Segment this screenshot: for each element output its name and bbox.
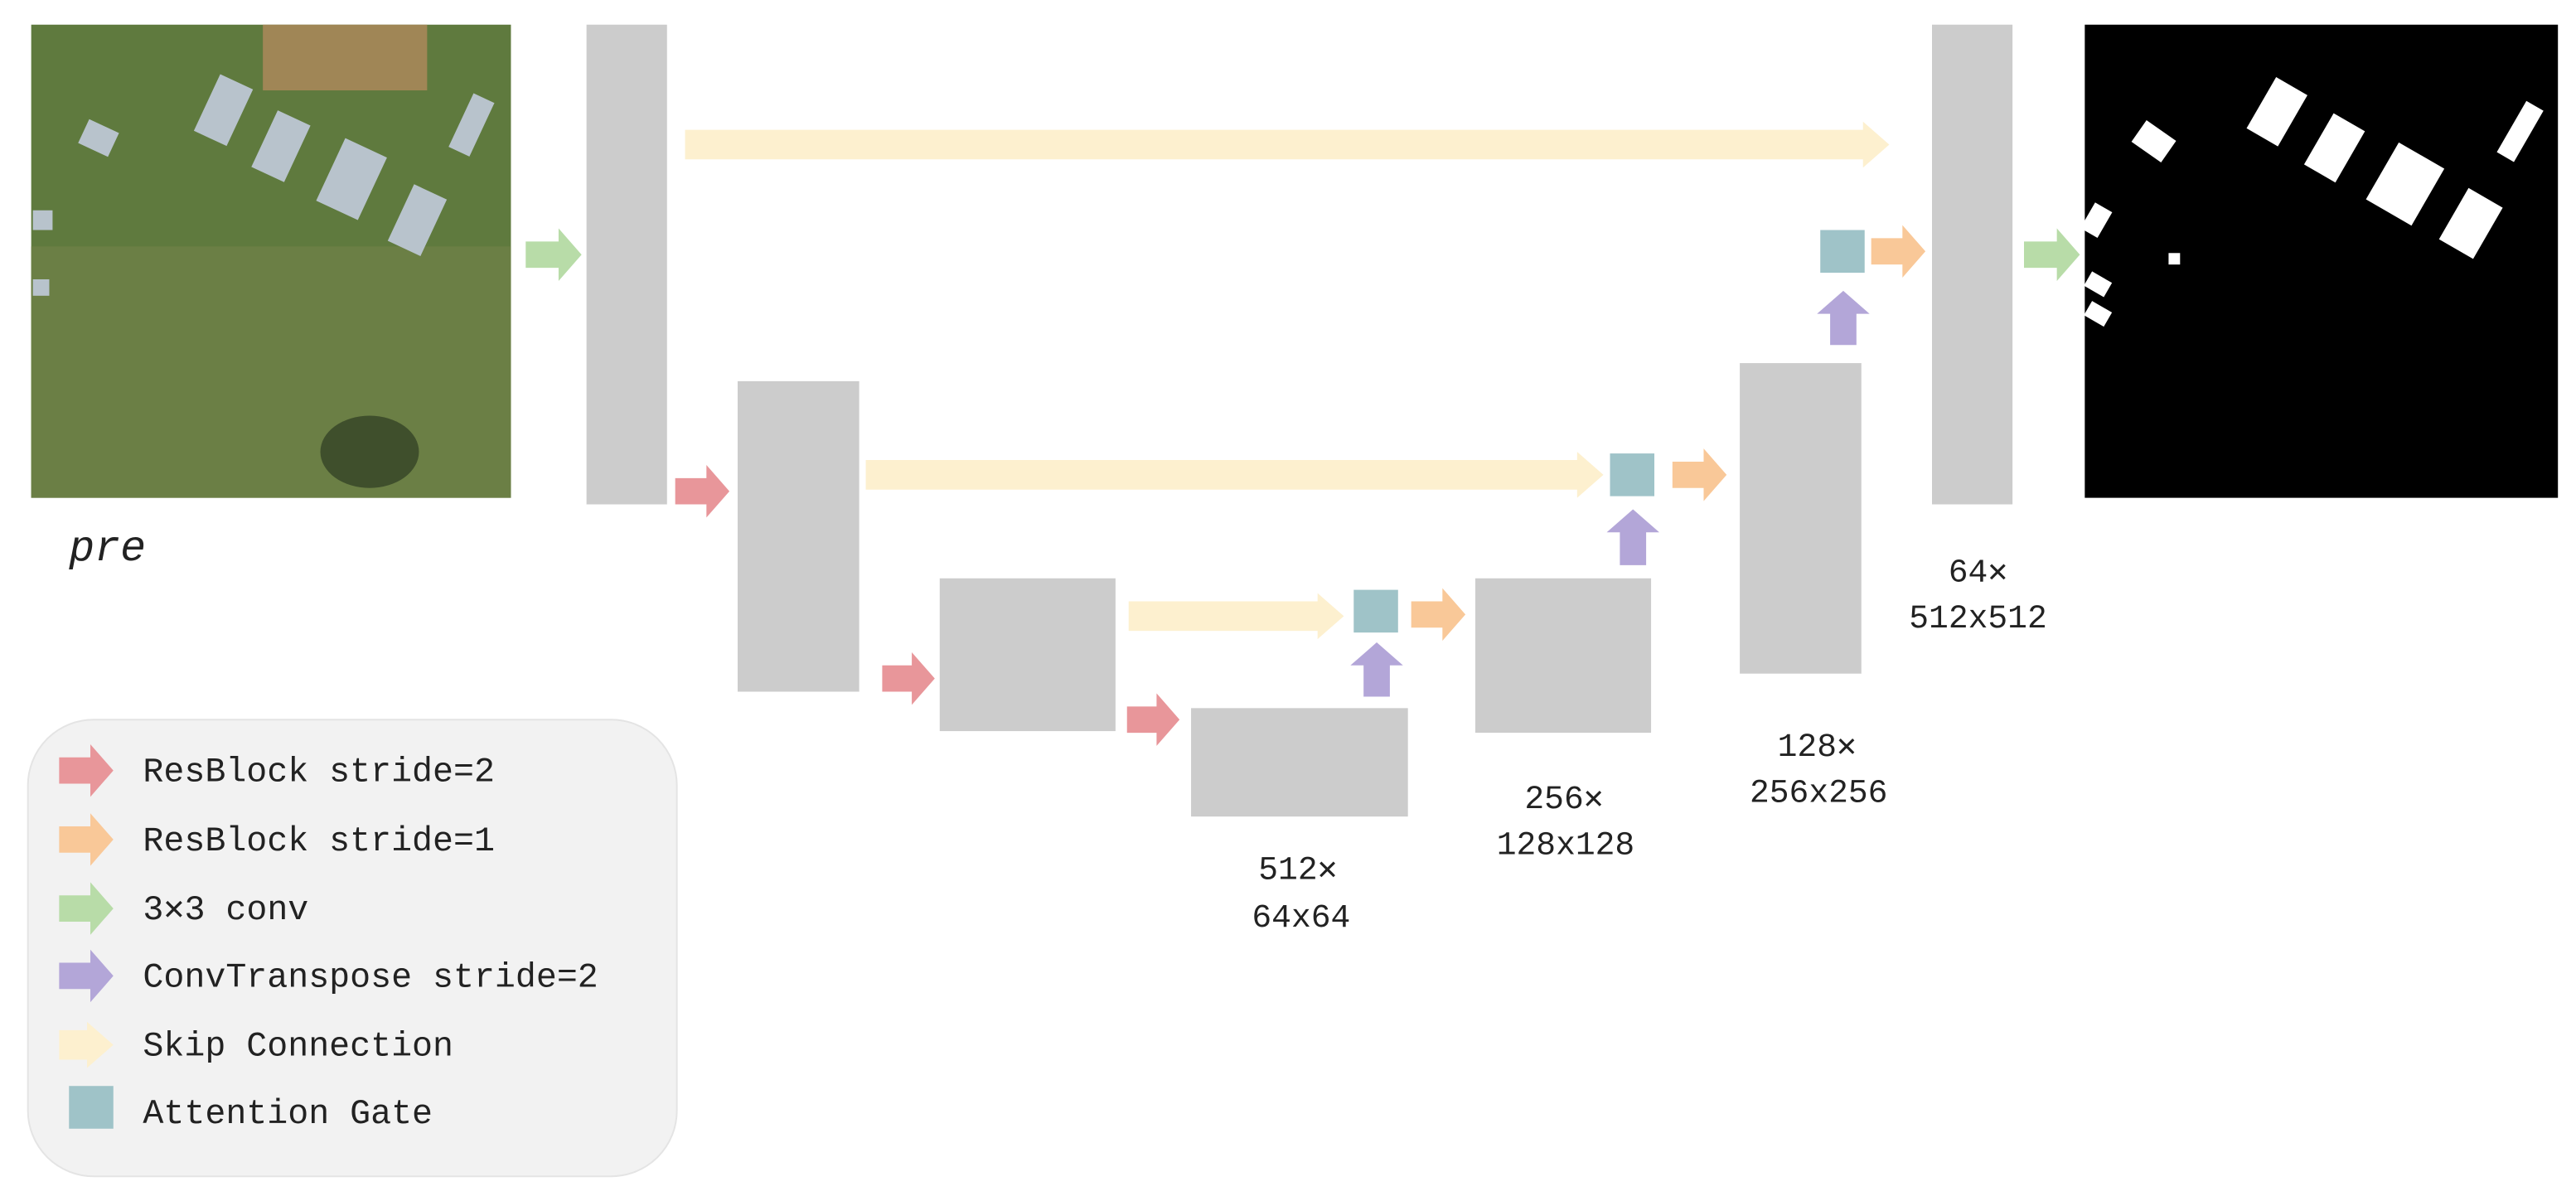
legend-swatch (69, 1086, 114, 1129)
legend-text: Attention Gate (143, 1095, 433, 1134)
arrow (1871, 225, 1926, 278)
arrow (59, 743, 114, 797)
stage-size: 512x512 (1909, 600, 2046, 637)
arrow (1606, 509, 1659, 565)
attention-gates (1353, 230, 1865, 633)
arrow (1411, 588, 1466, 642)
stage-channels: 64✕ (1949, 554, 2007, 592)
legend-text: Skip Connection (143, 1028, 453, 1067)
input-label: pre (68, 525, 146, 574)
stage-channels: 256✕ (1524, 781, 1603, 818)
skip-arrow (59, 1021, 114, 1068)
stage-channels: 128✕ (1778, 729, 1857, 766)
legend-text: ConvTranspose stride=2 (143, 958, 598, 997)
skip-arrow (865, 452, 1604, 498)
arrow (1672, 448, 1727, 501)
feature-blocks (586, 24, 2013, 817)
skip-arrow (1128, 593, 1344, 640)
legend-text: 3✕3 conv (143, 891, 308, 930)
legend-box (27, 719, 678, 1178)
arrow (525, 228, 582, 281)
input-image (31, 24, 511, 498)
stage-size: 64x64 (1252, 899, 1350, 937)
arrow (59, 882, 114, 935)
stage-channels: 512✕ (1258, 851, 1337, 889)
arrow (882, 651, 935, 705)
arrow (1350, 642, 1403, 697)
arrow (2024, 228, 2080, 281)
arrow (59, 949, 114, 1003)
arrow (675, 464, 730, 518)
legend-text: ResBlock stride=2 (143, 753, 495, 792)
output-mask (2080, 24, 2559, 498)
stage-size: 256x256 (1750, 774, 1887, 811)
skip-arrow (685, 121, 1890, 168)
stage-size: 128x128 (1497, 827, 1634, 864)
arrow (1126, 693, 1180, 746)
arrow (59, 813, 114, 866)
legend-text: ResBlock stride=1 (143, 822, 495, 861)
arrow (1817, 290, 1870, 346)
